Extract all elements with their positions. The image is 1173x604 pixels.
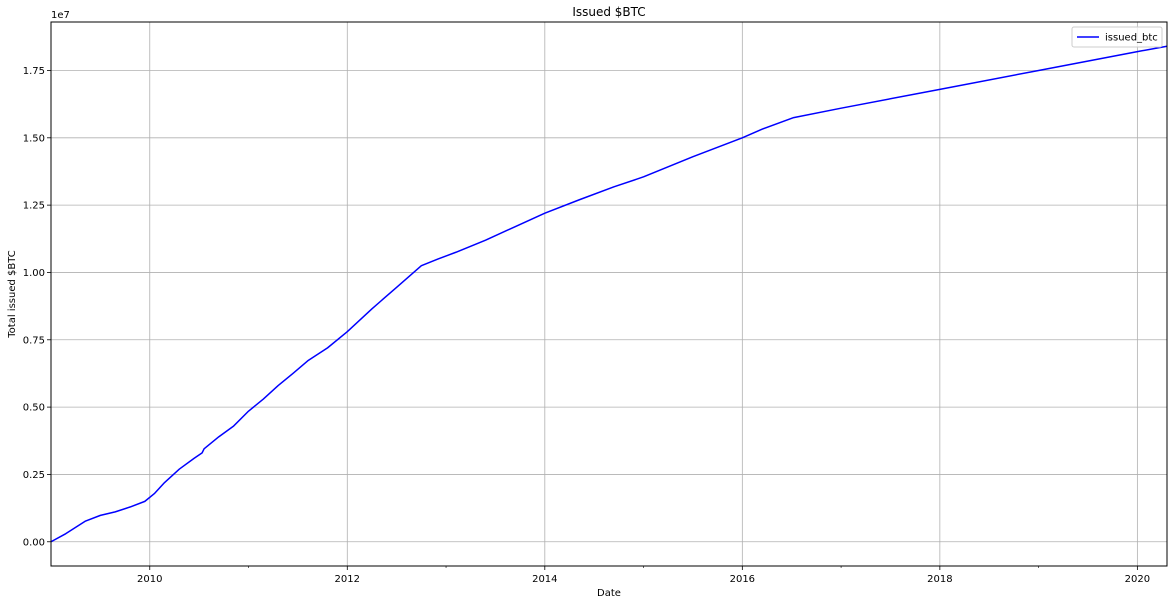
x-tick-label: 2012 [335,574,360,585]
plot-frame [50,21,1168,567]
y-tick-label: 1.75 [23,66,45,77]
y-tick-label: 1.25 [23,201,45,212]
x-tick-label: 2010 [137,574,162,585]
chart-title: Issued $BTC [572,5,645,19]
x-tick-label: 2014 [532,574,557,585]
x-tick-label: 2016 [730,574,755,585]
series-line-issued_btc [50,45,1168,543]
series-layer [50,45,1168,543]
legend-box [1071,26,1163,48]
y-tick-label: 0.00 [23,537,45,548]
y-axis-label: Total issued $BTC [7,250,18,338]
x-tick-label: 2018 [927,574,952,585]
legend-entry-label: issued_btc [1105,33,1158,44]
y-tick-label: 1.50 [23,133,45,144]
x-axis-label: Date [597,588,621,599]
y-tick-label: 0.75 [23,335,45,346]
legend: issued_btc [1071,26,1163,48]
y-tick-label: 0.50 [23,403,45,414]
ticks: 2010 2012 2014 2016 2018 2020 0.00 0.25 0.50 0.75… [23,66,1150,585]
x-tick-label: 2020 [1125,574,1150,585]
y-tick-label: 0.25 [23,470,45,481]
y-tick-label: 1.00 [23,268,45,279]
y-offset-label: 1e7 [51,10,70,21]
grid [51,22,1167,566]
